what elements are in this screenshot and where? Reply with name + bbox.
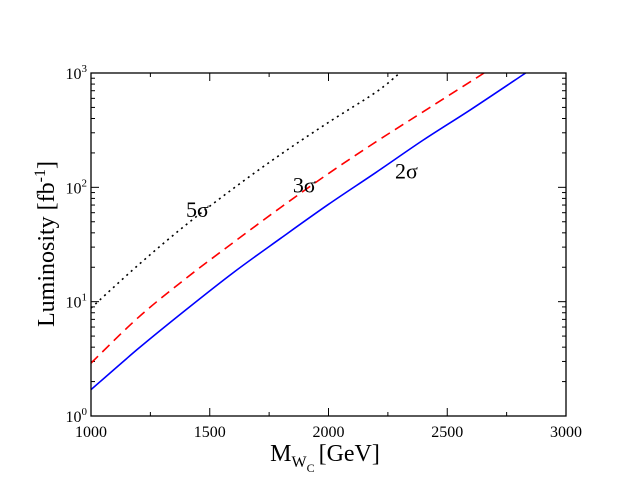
series-line-dotted <box>90 72 401 309</box>
x-axis-title: MWC[GeV] <box>270 441 380 475</box>
y-tick-label: 103 <box>66 63 88 83</box>
series-line-solid <box>90 72 527 391</box>
series-line-dashed <box>90 72 485 364</box>
series-annotation: 2σ <box>395 158 418 183</box>
x-tick-label: 2500 <box>431 424 463 441</box>
series-annotation: 3σ <box>293 173 316 198</box>
series-lines <box>90 72 527 391</box>
y-tick-label: 101 <box>66 292 88 312</box>
x-tick-label: 3000 <box>550 424 582 441</box>
plot-area <box>90 72 567 417</box>
plot-frame <box>90 72 567 417</box>
series-annotation: 5σ <box>186 197 209 222</box>
y-tick-label: 102 <box>66 177 88 197</box>
x-tick-label: 2000 <box>313 424 345 441</box>
tick-marks <box>90 72 567 417</box>
x-tick-label: 1000 <box>75 424 107 441</box>
x-tick-labels: 1000 1500 2000 2500 3000 <box>75 424 582 441</box>
y-tick-label: 100 <box>66 406 88 426</box>
series-annotations: 5σ 3σ 2σ <box>186 158 418 222</box>
y-tick-labels: 100 101 102 103 <box>66 63 88 426</box>
x-tick-label: 1500 <box>194 424 226 441</box>
y-axis-title: Luminosity [fb-1] <box>32 161 60 327</box>
